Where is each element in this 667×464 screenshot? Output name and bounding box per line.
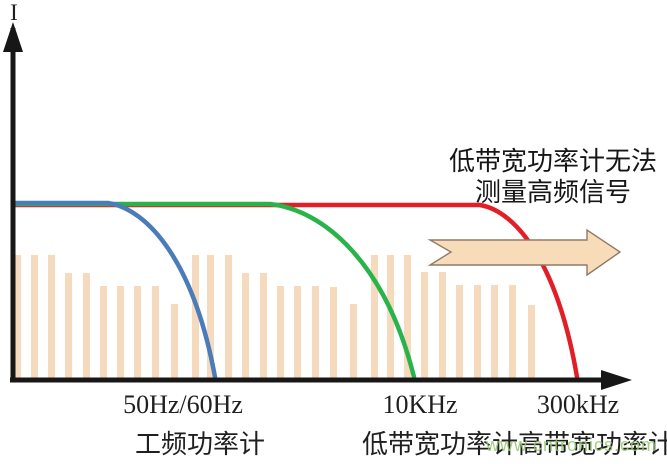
meter-category-label: 低带宽功率计: [361, 430, 518, 459]
annotation-text: 低带宽功率计无法 测量高频信号: [437, 146, 667, 208]
response-curve-green: [10, 201, 417, 380]
signal-bar: [312, 286, 319, 378]
signal-bar: [83, 273, 90, 378]
signal-bar: [152, 286, 159, 378]
meter-category-label: 高带宽功率计: [517, 430, 667, 459]
meter-category-label: 工频功率计: [134, 430, 265, 459]
x-tick-label: 50Hz/60Hz: [123, 390, 243, 419]
x-tick-label: 10KHz: [382, 390, 458, 419]
signal-bar: [100, 286, 107, 378]
signal-bar: [48, 255, 55, 378]
x-axis-arrowhead-icon: [601, 370, 632, 390]
signal-bar: [439, 272, 446, 378]
signal-bar: [225, 255, 232, 378]
signal-bar: [456, 285, 463, 378]
signal-bar: [350, 304, 357, 378]
signal-bar: [387, 255, 394, 378]
high-frequency-flow-arrow-icon: [427, 228, 622, 277]
signal-bar: [117, 286, 124, 378]
y-axis-arrowhead-icon: [3, 22, 23, 52]
signal-bar: [404, 255, 411, 378]
watermark: www.cntronics.com: [486, 435, 658, 455]
signal-bar: [277, 286, 284, 378]
y-axis-label: I: [10, 0, 18, 25]
signal-bar: [134, 286, 141, 378]
signal-bar: [207, 255, 214, 378]
signal-bar: [474, 285, 481, 378]
axes-layer: [3, 22, 632, 390]
annotation-line-2: 测量高频信号: [474, 178, 631, 207]
signal-bar: [421, 272, 428, 378]
signal-bar: [528, 305, 535, 378]
response-curve-blue: [10, 200, 218, 380]
signal-bar: [171, 304, 178, 378]
signal-bar: [330, 287, 337, 378]
signal-bars-layer: [14, 255, 535, 378]
signal-bar: [31, 255, 38, 378]
signal-bar: [14, 255, 21, 378]
signal-bar: [192, 255, 199, 378]
signal-bar: [491, 285, 498, 378]
annotation-line-1: 低带宽功率计无法: [448, 147, 657, 176]
x-tick-label: 300kHz: [536, 390, 620, 419]
signal-bar: [294, 286, 301, 378]
signal-bar: [260, 273, 267, 378]
signal-bar: [242, 273, 249, 378]
signal-bar: [371, 255, 378, 378]
signal-bar: [65, 273, 72, 378]
signal-bar: [509, 285, 516, 378]
